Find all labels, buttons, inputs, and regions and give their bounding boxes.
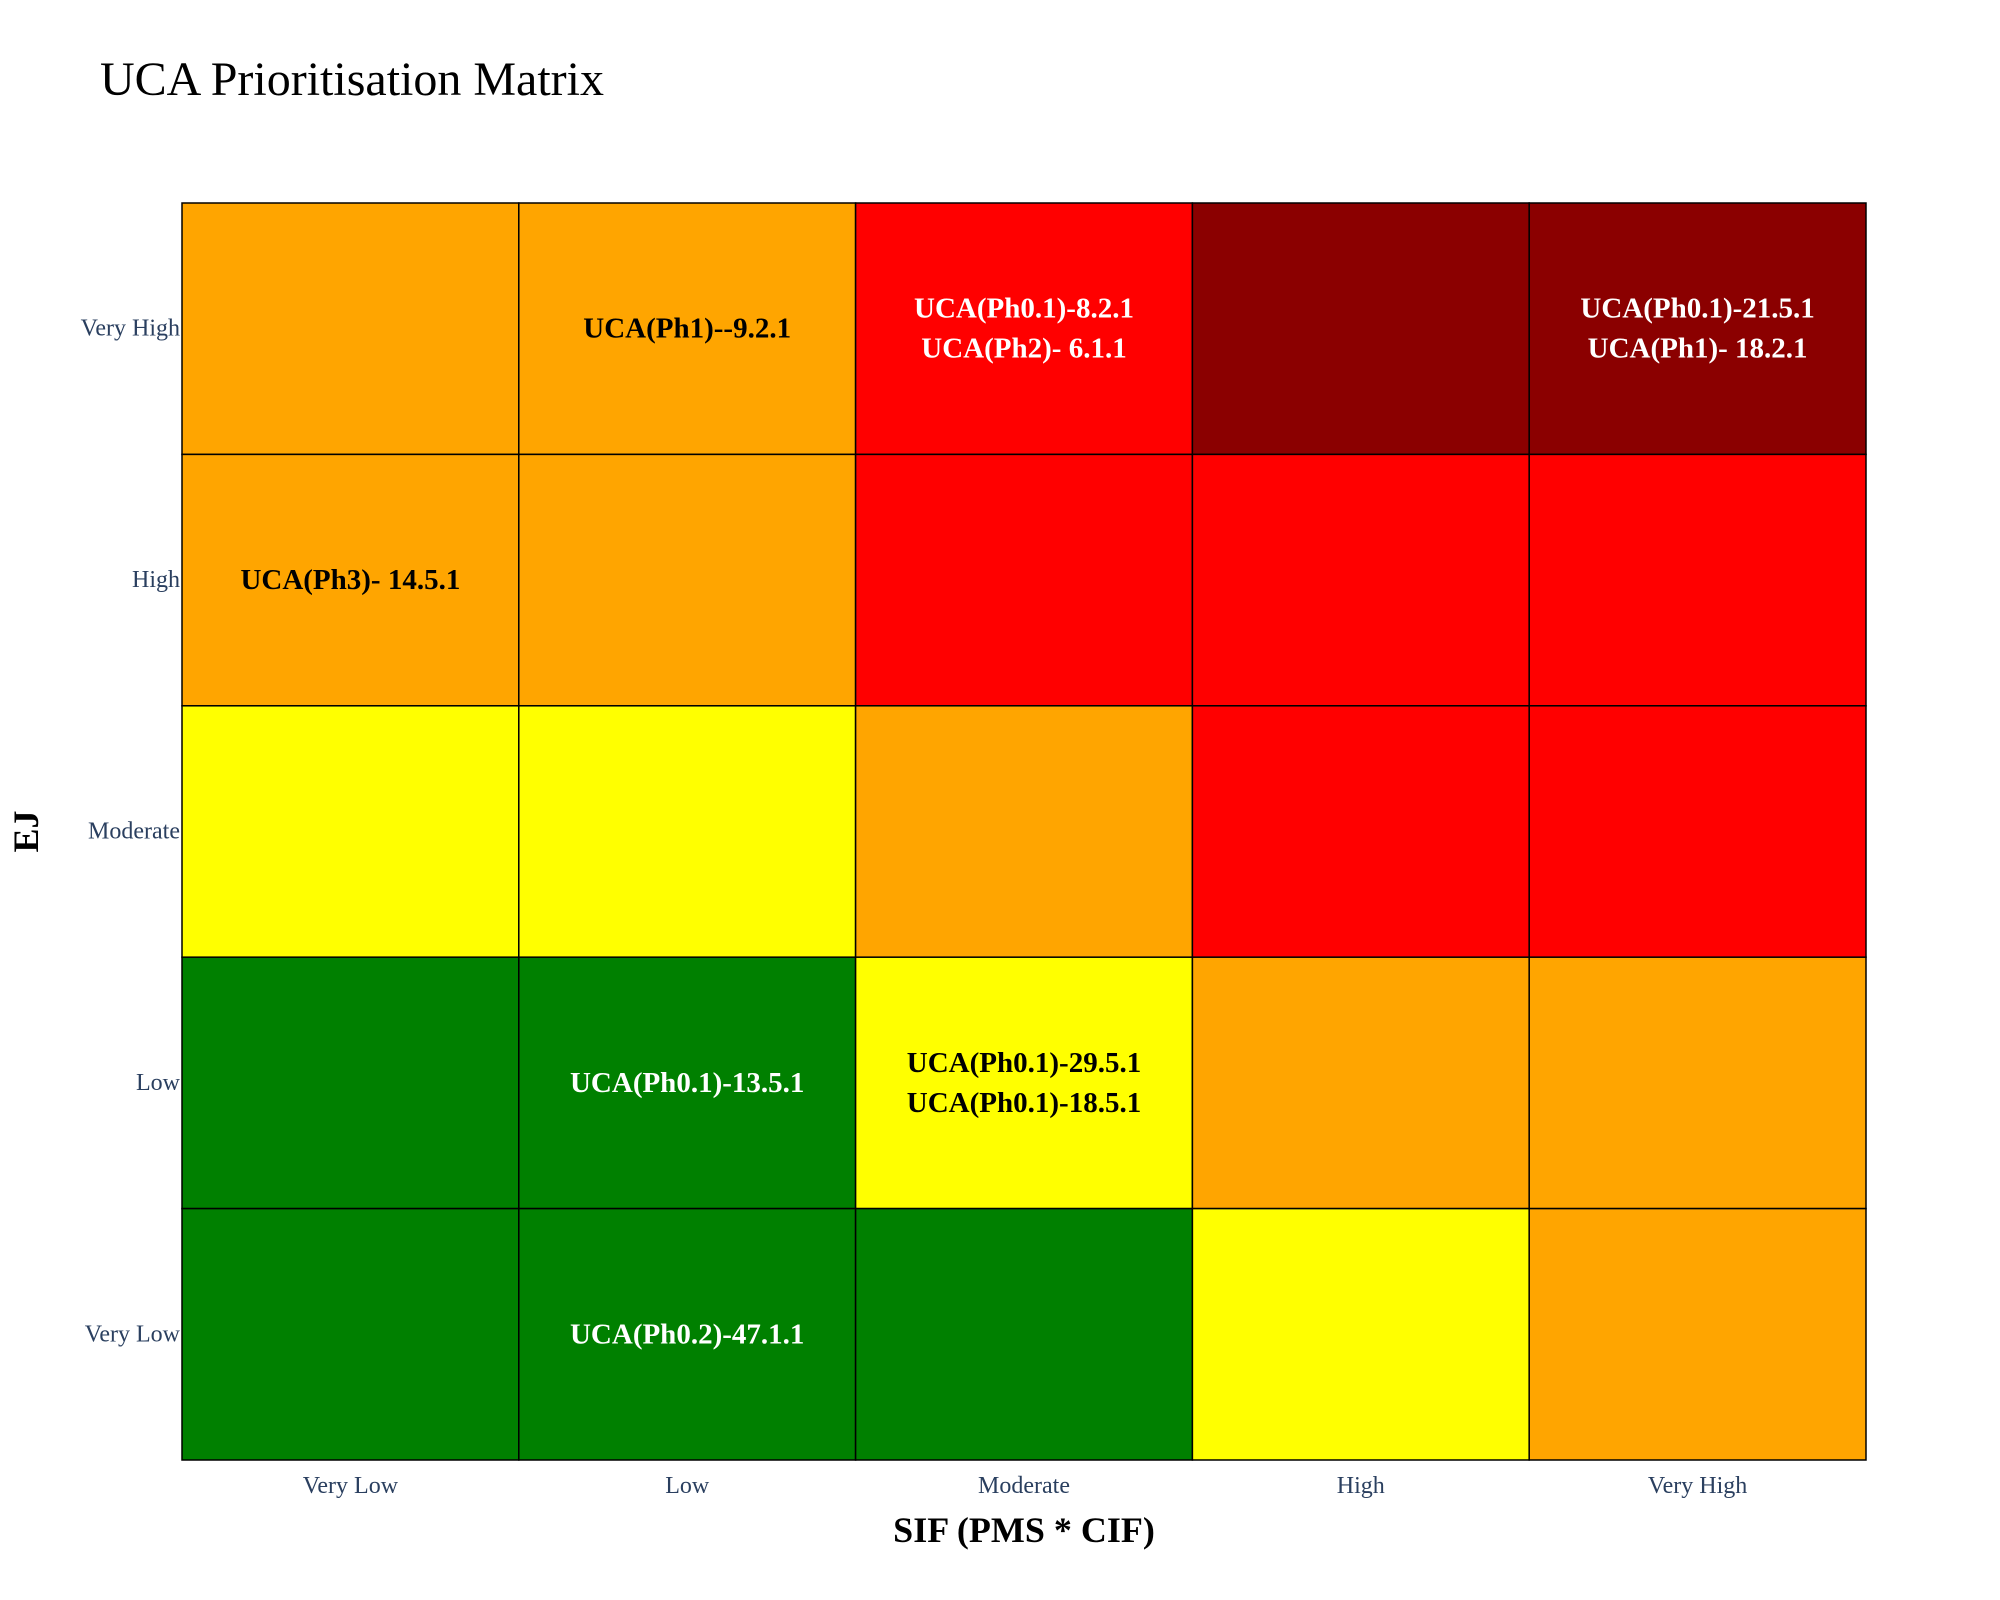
heatmap-cell-low-x-very-low xyxy=(518,1207,857,1461)
x-axis-ticks: Very Low Low Moderate High Very High xyxy=(303,1473,1748,1499)
heatmap-cell-very-high-x-high xyxy=(1528,453,1867,707)
y-axis-ticks: Very Low Low Moderate High Very High xyxy=(81,316,181,1348)
cell-label: UCA(Ph1)- 18.2.1 xyxy=(1588,333,1808,365)
cells-layer xyxy=(181,202,1867,1461)
x-tick-label: Very Low xyxy=(303,1473,399,1499)
heatmap-cell-low-x-high xyxy=(518,453,857,707)
y-tick-label: Very High xyxy=(81,316,180,342)
cell-label: UCA(Ph1)--9.2.1 xyxy=(583,313,791,345)
cell-label: UCA(Ph0.1)-21.5.1 xyxy=(1580,293,1814,325)
cell-label: UCA(Ph0.1)-8.2.1 xyxy=(914,293,1134,325)
x-tick-label: Moderate xyxy=(978,1473,1070,1499)
heatmap-cell-moderate-x-very-high xyxy=(854,202,1194,456)
cell-label: UCA(Ph0.1)-29.5.1 xyxy=(907,1047,1141,1079)
y-tick-label: Low xyxy=(136,1070,181,1096)
heatmap-cell-high-x-very-high xyxy=(1191,202,1530,456)
chart-title: UCA Prioritisation Matrix xyxy=(100,53,604,106)
heatmap-cell-moderate-x-high xyxy=(854,453,1194,707)
y-axis-title: EJ xyxy=(6,810,46,852)
heatmap-cell-very-high-x-very-low xyxy=(1528,1207,1867,1461)
cell-label: UCA(Ph0.1)-18.5.1 xyxy=(907,1087,1141,1119)
heatmap-cell-high-x-low xyxy=(1191,956,1530,1210)
heatmap-cell-low-x-low xyxy=(518,956,857,1210)
x-tick-label: Low xyxy=(665,1473,710,1499)
cell-label: UCA(Ph0.1)-13.5.1 xyxy=(570,1067,804,1099)
heatmap-cell-very-low-x-low xyxy=(181,956,520,1210)
heatmap-cell-moderate-x-moderate xyxy=(854,705,1194,958)
x-tick-label: Very High xyxy=(1648,1473,1747,1499)
heatmap-cell-moderate-x-very-low xyxy=(854,1207,1194,1461)
heatmap-cell-very-low-x-very-high xyxy=(181,202,520,456)
heatmap-cell-low-x-moderate xyxy=(518,705,857,958)
y-tick-label: Very Low xyxy=(85,1321,181,1347)
heatmap-cell-very-low-x-high xyxy=(181,453,520,707)
heatmap-cell-low-x-very-high xyxy=(518,202,857,456)
cell-label: UCA(Ph3)- 14.5.1 xyxy=(240,564,460,596)
heatmap-cell-high-x-very-low xyxy=(1191,1207,1530,1461)
heatmap-cell-very-low-x-very-low xyxy=(181,1207,520,1461)
heatmap-cell-moderate-x-low xyxy=(854,956,1194,1210)
cell-label: UCA(Ph0.2)-47.1.1 xyxy=(570,1318,804,1350)
heatmap-cell-high-x-moderate xyxy=(1191,705,1530,958)
heatmap-cell-very-high-x-moderate xyxy=(1528,705,1867,958)
heatmap-cell-very-low-x-moderate xyxy=(181,705,520,958)
y-tick-label: Moderate xyxy=(88,819,180,845)
cell-labels-layer: UCA(Ph1)--9.2.1 UCA(Ph0.1)-8.2.1 UCA(Ph2)-… xyxy=(240,293,1814,1351)
y-tick-label: High xyxy=(132,567,180,593)
heatmap-cell-very-high-x-low xyxy=(1528,956,1867,1210)
heatmap-cell-very-high-x-very-high xyxy=(1528,202,1867,456)
cell-label: UCA(Ph2)- 6.1.1 xyxy=(921,333,1126,365)
heatmap-cell-high-x-high xyxy=(1191,453,1530,707)
x-axis-title: SIF (PMS * CIF) xyxy=(893,1510,1155,1550)
x-tick-label: High xyxy=(1337,1473,1385,1499)
